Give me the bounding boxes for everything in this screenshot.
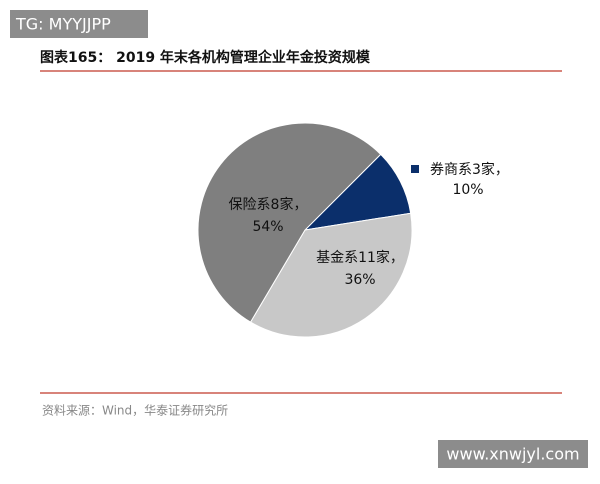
watermark: www.xnwjyl.com xyxy=(446,445,579,464)
watermark-box xyxy=(438,440,588,468)
watermark-box xyxy=(10,10,148,38)
pie-slice xyxy=(249,212,413,338)
slice-label: 基金系11家， xyxy=(316,249,404,266)
chart-title: 图表165： 2019 年末各机构管理企业年金投资规模 xyxy=(40,49,371,66)
value-label: 10% xyxy=(452,182,483,198)
slice-label: 券商系3家， xyxy=(430,161,509,178)
slice-label: 保险系8家， xyxy=(229,196,308,213)
legend-marker xyxy=(411,165,419,173)
watermark: TG: MYYJJPP xyxy=(15,15,111,34)
source-note: 资料来源：Wind，华泰证券研究所 xyxy=(42,403,228,418)
pie-slice xyxy=(197,122,382,323)
value-label: 36% xyxy=(344,272,375,288)
value-label: 54% xyxy=(252,219,283,235)
pie-chart: 券商系3家， 10% 基金系11家， 36% 保险系8家， 54% xyxy=(197,122,509,338)
